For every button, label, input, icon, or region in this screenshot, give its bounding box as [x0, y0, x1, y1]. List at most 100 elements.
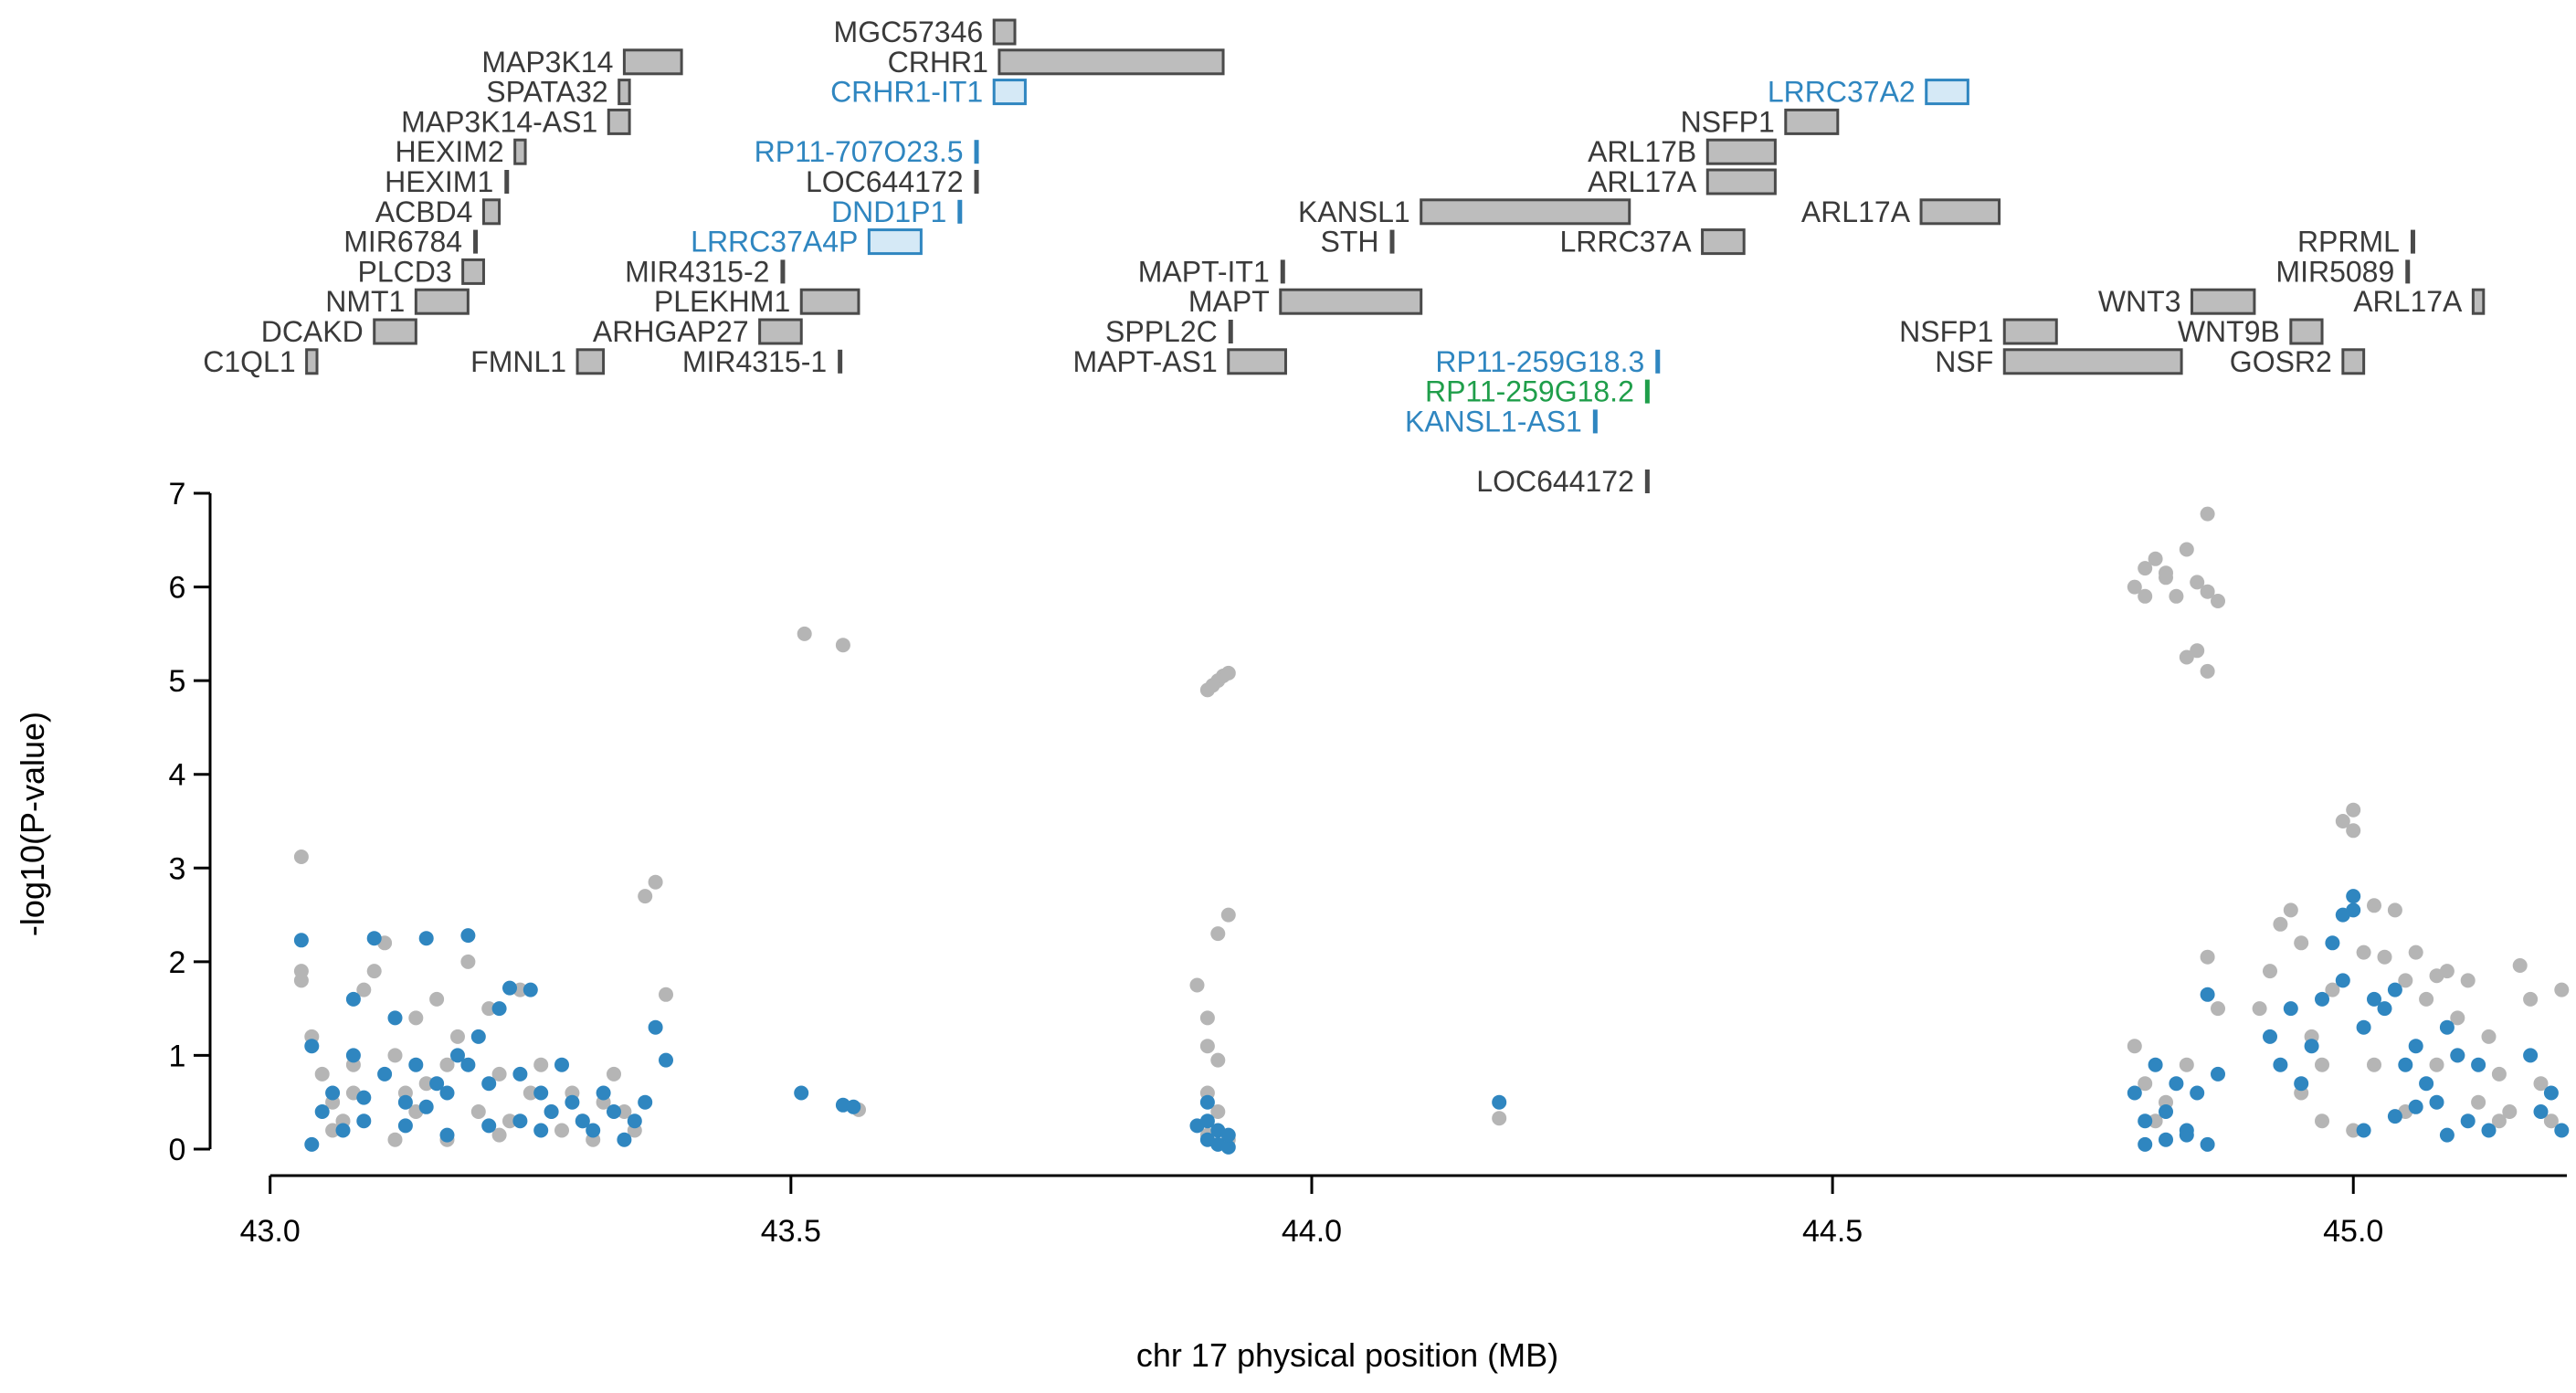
gray-point [835, 638, 850, 653]
gene-arl17b: ARL17B [1588, 135, 1777, 168]
blue-point [2377, 1001, 2392, 1017]
gray-point [2179, 542, 2194, 557]
gene-crhr1-it1: CRHR1-IT1 [830, 76, 1027, 109]
blue-point [470, 1029, 486, 1044]
gray-point [1210, 926, 1226, 942]
gene-label: RP11-707O23.5 [755, 135, 964, 168]
blue-point [2450, 1048, 2465, 1063]
gray-point [2460, 973, 2476, 988]
gray-point [2408, 944, 2423, 960]
gray-point [470, 1104, 486, 1119]
gene-label: NSFP1 [1899, 315, 1993, 348]
gray-point [797, 626, 812, 641]
gene-rprml: RPRML [2297, 226, 2415, 259]
gene-acbd4: ACBD4 [375, 195, 501, 228]
gray-point [491, 1066, 507, 1082]
blue-point [387, 1010, 403, 1026]
gray-point [2273, 916, 2288, 932]
gene-nmt1: NMT1 [325, 285, 470, 318]
y-tick-label: 3 [169, 851, 186, 886]
gray-point [387, 1048, 403, 1063]
gene-lrrc37a4p: LRRC37A4P [691, 226, 923, 259]
gray-point [2325, 982, 2340, 997]
gene-label: ACBD4 [375, 195, 473, 228]
gene-box [2289, 318, 2324, 345]
gene-box [1784, 108, 1840, 135]
gene-label: MAPT-IT1 [1138, 255, 1270, 288]
gray-point [2263, 964, 2277, 979]
blue-point [2127, 1085, 2142, 1101]
blue-point [2200, 987, 2215, 1002]
blue-point [1220, 1127, 1236, 1143]
blue-point [554, 1057, 569, 1072]
blue-point [2283, 1001, 2298, 1017]
gene-box [1279, 288, 1423, 315]
gene-mark [974, 140, 979, 164]
blue-point [596, 1085, 611, 1101]
gray-point [638, 889, 653, 904]
gray-point [2367, 1057, 2381, 1072]
blue-point [565, 1094, 580, 1110]
blue-point [450, 1048, 465, 1063]
gene-arl17a: ARL17A [1801, 195, 2001, 228]
blue-point [314, 1104, 330, 1119]
gray-point [523, 1085, 538, 1101]
gene-label: DND1P1 [831, 195, 946, 228]
blue-point [523, 982, 538, 997]
gene-label: RP11-259G18.3 [1435, 345, 1644, 378]
gene-box [575, 348, 606, 375]
gene-wnt9b: WNT9B [2178, 315, 2324, 348]
blue-point [2190, 1085, 2205, 1101]
gene-nsfp1: NSFP1 [1899, 315, 2058, 348]
gray-point [2211, 1001, 2225, 1017]
blue-point [512, 1066, 528, 1082]
x-tick-label: 44.5 [1802, 1214, 1863, 1249]
gene-label: ARL17A [1588, 165, 1697, 198]
gene-box [2341, 348, 2366, 375]
gray-point [2252, 1001, 2267, 1017]
gene-dnd1p1: DND1P1 [831, 195, 963, 228]
gene-spata32: SPATA32 [486, 76, 631, 109]
blue-point [429, 1076, 445, 1092]
gene-mark [2410, 229, 2415, 254]
gene-loc644172: LOC644172 [1476, 465, 1650, 498]
gene-label: LOC644172 [806, 165, 964, 198]
gene-kansl1: KANSL1 [1298, 195, 1631, 228]
gray-point [2169, 588, 2184, 604]
gray-point [2346, 1123, 2361, 1138]
blue-point [2325, 935, 2340, 951]
blue-point [2159, 1132, 2173, 1147]
y-tick-label: 0 [169, 1133, 186, 1167]
gene-label: PLCD3 [357, 255, 451, 288]
blue-point [648, 1019, 663, 1035]
blue-point [2346, 902, 2361, 918]
gene-dcakd: DCAKD [261, 315, 417, 348]
gene-label: RP11-259G18.2 [1425, 375, 1634, 408]
blue-point [335, 1123, 351, 1138]
gene-box [481, 198, 501, 226]
y-axis-title: -log10(P-value) [14, 712, 51, 936]
gene-box [622, 48, 683, 76]
gene-label: NSFP1 [1681, 105, 1775, 138]
gene-c1ql1: C1QL1 [203, 345, 319, 378]
blue-point [2460, 1113, 2476, 1129]
x-axis-ticks: 43.0 43.5 44.0 44.5 45.0 [240, 1176, 2383, 1249]
blue-point [794, 1085, 809, 1101]
blue-point [544, 1104, 559, 1119]
gray-point [2502, 1104, 2518, 1119]
y-tick-label: 1 [169, 1039, 186, 1073]
scatter-points [293, 506, 2570, 1155]
blue-point [2159, 1104, 2173, 1119]
gene-mark [1644, 379, 1650, 404]
gene-box [305, 348, 319, 375]
blue-point [418, 1099, 434, 1114]
gray-point [2200, 506, 2215, 522]
gray-point [2315, 1057, 2329, 1072]
gray-point [481, 1001, 497, 1017]
blue-point [2408, 1039, 2423, 1054]
gene-label: LRRC37A4P [691, 226, 858, 259]
axes: 0 1 2 3 4 5 6 7 43.0 43.5 44.0 44.5 45.0 chr 17 phy… [14, 477, 2567, 1374]
blue-point [575, 1113, 590, 1129]
gray-point [2450, 1010, 2465, 1026]
blue-point [2367, 991, 2381, 1007]
